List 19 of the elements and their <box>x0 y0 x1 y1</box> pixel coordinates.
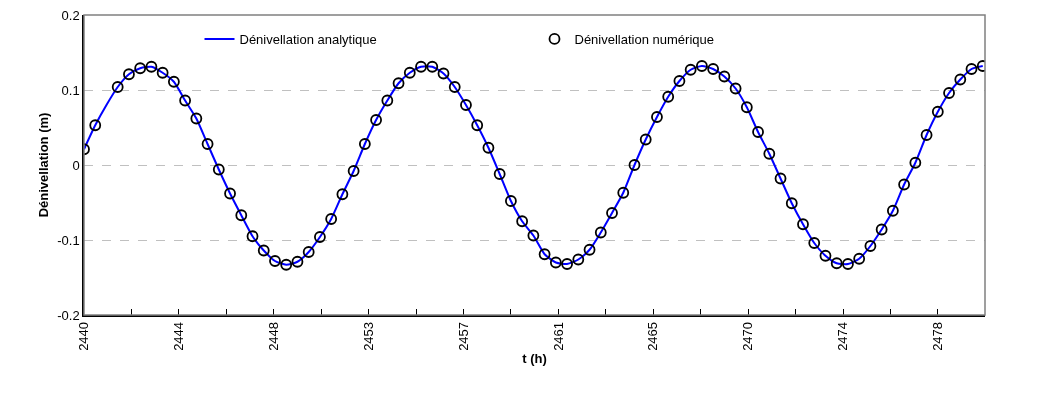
y-tick-label: -0.2 <box>57 307 80 323</box>
x-tick-label: 2465 <box>645 321 661 351</box>
x-tick-label: 2474 <box>835 321 851 351</box>
x-tick-label: 2478 <box>930 321 946 351</box>
y-tick-label: 0 <box>72 157 80 173</box>
x-tick-label: 2470 <box>740 321 756 351</box>
x-tick-label: 2461 <box>550 321 566 351</box>
x-tick-label: 2453 <box>360 321 376 351</box>
x-tick-label: 2448 <box>265 321 281 351</box>
y-tick-label: 0.2 <box>61 7 80 23</box>
x-axis-title: t (h) <box>522 350 547 366</box>
x-tick-label: 2440 <box>76 321 92 351</box>
legend-label: Dénivellation analytique <box>239 32 377 48</box>
x-tick-label: 2457 <box>455 321 471 351</box>
y-tick-label: 0.1 <box>61 82 80 98</box>
legend-label: Dénivellation numérique <box>574 32 714 48</box>
x-tick-label: 2444 <box>171 321 187 351</box>
y-tick-label: -0.1 <box>57 232 80 248</box>
y-axis-title: Dénivellation (m) <box>35 112 51 218</box>
